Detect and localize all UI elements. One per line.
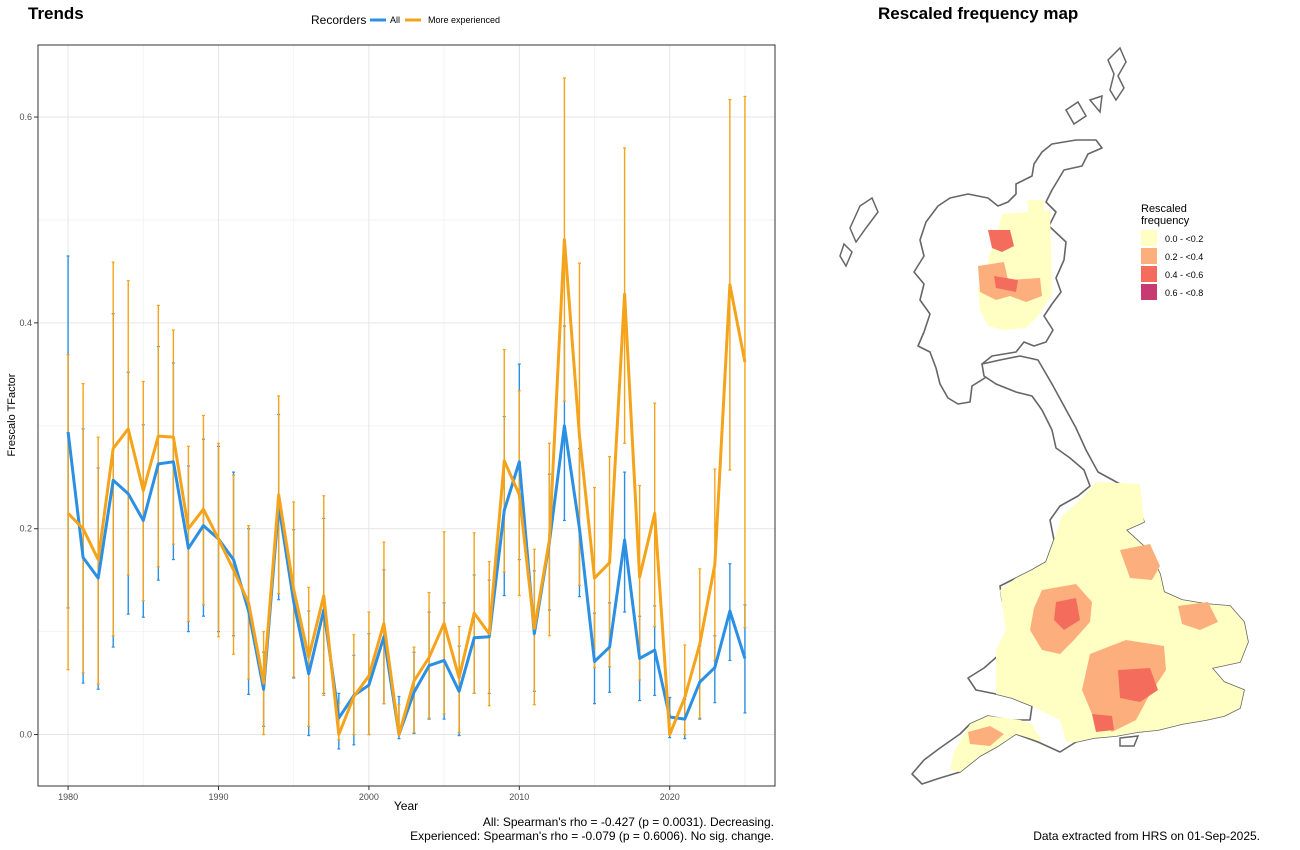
isle-of-wight (1119, 735, 1140, 747)
plot-border (37, 44, 776, 787)
western-isles (839, 196, 879, 268)
map-legend-swatch (1141, 284, 1157, 300)
x-axis-label: Year (394, 799, 418, 813)
map-legend: Rescaled frequency 0.0 - <0.2 0.2 - <0.4… (1141, 203, 1203, 300)
map-legend-title-line1: Rescaled (1141, 203, 1187, 215)
legend-label-all: All (390, 15, 400, 25)
trend-statistics: All: Spearman's rho = -0.427 (p = 0.0031… (410, 815, 774, 843)
shetland-islands (1107, 46, 1127, 102)
y-tick-label: 0.2 (19, 524, 32, 534)
y-tick-label: 0.6 (19, 112, 32, 122)
map-legend-label: 0.6 - <0.8 (1165, 288, 1203, 298)
map-title: Rescaled frequency map (878, 4, 1079, 23)
trends-chart: Recorders All More experienced 1980 1990 2… (6, 13, 776, 813)
y-tick-label: 0.4 (19, 318, 32, 328)
frequency-layer (950, 200, 1248, 772)
frequency-map: Rescaled frequency 0.0 - <0.2 0.2 - <0.4… (839, 46, 1249, 785)
map-legend-swatch (1141, 248, 1157, 264)
chart-legend: Recorders All More experienced (311, 13, 500, 27)
data-source-note: Data extracted from HRS on 01-Sep-2025. (1033, 829, 1260, 843)
x-tick-label: 2000 (359, 792, 379, 802)
map-legend-swatch (1141, 266, 1157, 282)
map-legend-label: 0.0 - <0.2 (1165, 234, 1203, 244)
y-axis-label: Frescalo TFactor (6, 373, 18, 456)
x-tick-label: 2010 (509, 792, 529, 802)
trends-title: Trends (28, 4, 84, 23)
x-tick-label: 1990 (208, 792, 228, 802)
trend-statistic-all: All: Spearman's rho = -0.427 (p = 0.0031… (482, 815, 774, 829)
map-legend-label: 0.4 - <0.6 (1165, 270, 1203, 280)
map-legend-label: 0.2 - <0.4 (1165, 252, 1203, 262)
x-tick-label: 1980 (58, 792, 78, 802)
legend-label-more-experienced: More experienced (428, 15, 500, 25)
plot-area: 1980 1990 2000 2010 2020 0.0 0.2 0.4 0.6 (19, 44, 776, 802)
y-tick-label: 0.0 (19, 730, 32, 740)
orkney-islands (1065, 94, 1103, 126)
series-line-all (66, 424, 747, 736)
x-tick-label: 2020 (660, 792, 680, 802)
map-legend-title-line2: frequency (1141, 215, 1190, 227)
series-line-more-experienced (67, 238, 747, 736)
map-legend-swatch (1141, 230, 1157, 246)
trend-statistic-experienced: Experienced: Spearman's rho = -0.079 (p … (410, 829, 774, 843)
legend-title: Recorders (311, 13, 366, 27)
